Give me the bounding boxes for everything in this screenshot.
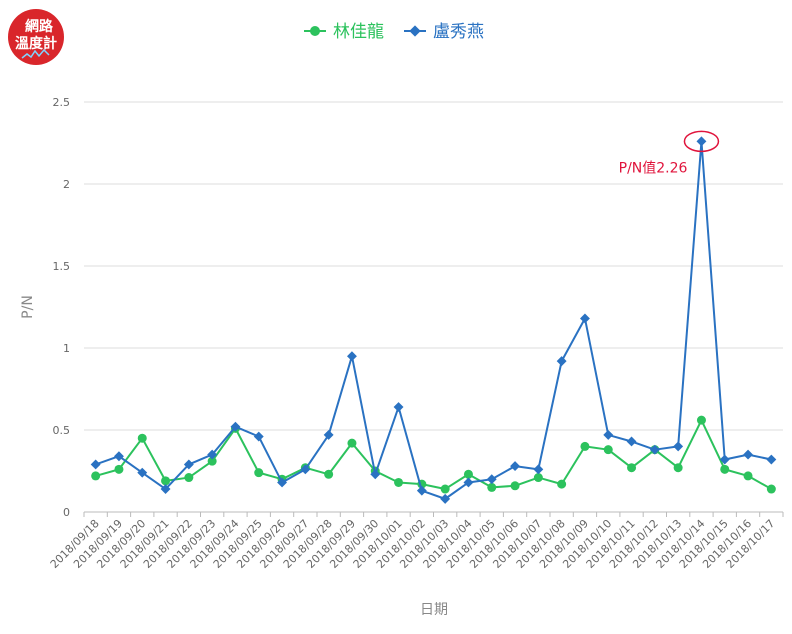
data-point[interactable] xyxy=(649,444,660,455)
data-point[interactable] xyxy=(137,433,147,443)
data-point[interactable] xyxy=(207,456,217,466)
data-point[interactable] xyxy=(487,482,497,492)
annotation-label: P/N值2.26 xyxy=(619,160,688,176)
y-tick-label: 1.5 xyxy=(53,260,71,273)
logo-text-line2: 溫度計 xyxy=(15,35,57,52)
data-point[interactable] xyxy=(626,436,637,447)
data-point[interactable] xyxy=(230,421,241,432)
data-point[interactable] xyxy=(533,473,543,483)
data-point[interactable] xyxy=(766,484,776,494)
data-point[interactable] xyxy=(766,454,777,465)
legend-item-series-0[interactable]: 林佳龍 xyxy=(304,22,384,42)
legend: 林佳龍 盧秀燕 xyxy=(304,22,484,42)
data-point[interactable] xyxy=(440,493,451,504)
x-axis-title: 日期 xyxy=(420,602,448,618)
data-point[interactable] xyxy=(137,467,148,478)
data-point[interactable] xyxy=(347,438,357,448)
data-point[interactable] xyxy=(557,479,567,489)
data-point[interactable] xyxy=(300,464,311,475)
data-point[interactable] xyxy=(603,445,613,455)
data-point[interactable] xyxy=(743,471,753,481)
data-point[interactable] xyxy=(486,474,497,485)
data-point[interactable] xyxy=(696,415,706,425)
data-point[interactable] xyxy=(463,469,473,479)
data-point[interactable] xyxy=(510,461,520,472)
data-point[interactable] xyxy=(254,468,264,478)
data-point[interactable] xyxy=(91,471,101,481)
data-point[interactable] xyxy=(510,481,520,491)
legend-label-series-0: 林佳龍 xyxy=(333,22,384,42)
data-point[interactable] xyxy=(161,476,171,486)
data-point[interactable] xyxy=(277,477,287,488)
data-point[interactable] xyxy=(253,431,264,442)
series-0 xyxy=(91,415,776,494)
data-point[interactable] xyxy=(370,469,381,480)
series-line-1 xyxy=(95,140,772,500)
data-point[interactable] xyxy=(184,473,194,483)
data-point[interactable] xyxy=(580,441,590,451)
data-point[interactable] xyxy=(323,429,334,440)
data-point[interactable] xyxy=(673,441,684,452)
data-point[interactable] xyxy=(160,484,171,494)
data-point[interactable] xyxy=(719,454,730,465)
data-point[interactable] xyxy=(580,313,590,324)
data-point[interactable] xyxy=(393,402,404,412)
data-point[interactable] xyxy=(696,136,707,147)
data-point[interactable] xyxy=(394,477,404,487)
x-axis-ticks: 2018/09/182018/09/192018/09/202018/09/21… xyxy=(48,512,784,571)
data-point[interactable] xyxy=(207,449,218,460)
legend-label-series-1: 盧秀燕 xyxy=(433,22,484,42)
data-point[interactable] xyxy=(416,485,427,496)
data-point[interactable] xyxy=(673,463,683,473)
data-point[interactable] xyxy=(556,356,567,367)
data-point[interactable] xyxy=(90,459,101,470)
annotation-circle xyxy=(683,130,720,153)
y-tick-label: 2.5 xyxy=(53,96,71,109)
logo-text-line1: 網路 xyxy=(25,18,54,35)
data-point[interactable] xyxy=(603,429,614,440)
legend-item-series-1[interactable]: 盧秀燕 xyxy=(404,22,484,42)
legend-marker-diamond-icon xyxy=(409,25,421,37)
y-axis-ticks: 0 0.5 1 1.5 2 2.5 xyxy=(53,96,71,519)
logo-badge xyxy=(8,9,64,65)
y-tick-label: 2 xyxy=(63,178,70,191)
data-point[interactable] xyxy=(463,477,474,488)
legend-marker-circle-icon xyxy=(310,26,320,36)
y-axis-title: P/N xyxy=(20,295,36,319)
logo-pulse-icon xyxy=(21,48,50,59)
y-tick-label: 1 xyxy=(63,342,70,355)
data-point[interactable] xyxy=(114,464,124,474)
series-1 xyxy=(90,136,777,504)
series-line-0 xyxy=(95,419,772,491)
series-layer xyxy=(90,136,777,504)
data-point[interactable] xyxy=(720,464,730,474)
data-point[interactable] xyxy=(533,464,544,475)
data-point[interactable] xyxy=(743,449,753,460)
data-point[interactable] xyxy=(347,351,357,362)
y-tick-label: 0 xyxy=(63,506,70,519)
annotation: P/N值2.26 xyxy=(619,130,720,176)
data-point[interactable] xyxy=(324,469,334,479)
data-point[interactable] xyxy=(183,459,194,470)
data-point[interactable] xyxy=(627,463,637,473)
data-point[interactable] xyxy=(440,484,450,494)
logo: 網路 溫度計 xyxy=(8,9,64,65)
y-tick-label: 0.5 xyxy=(53,424,71,437)
